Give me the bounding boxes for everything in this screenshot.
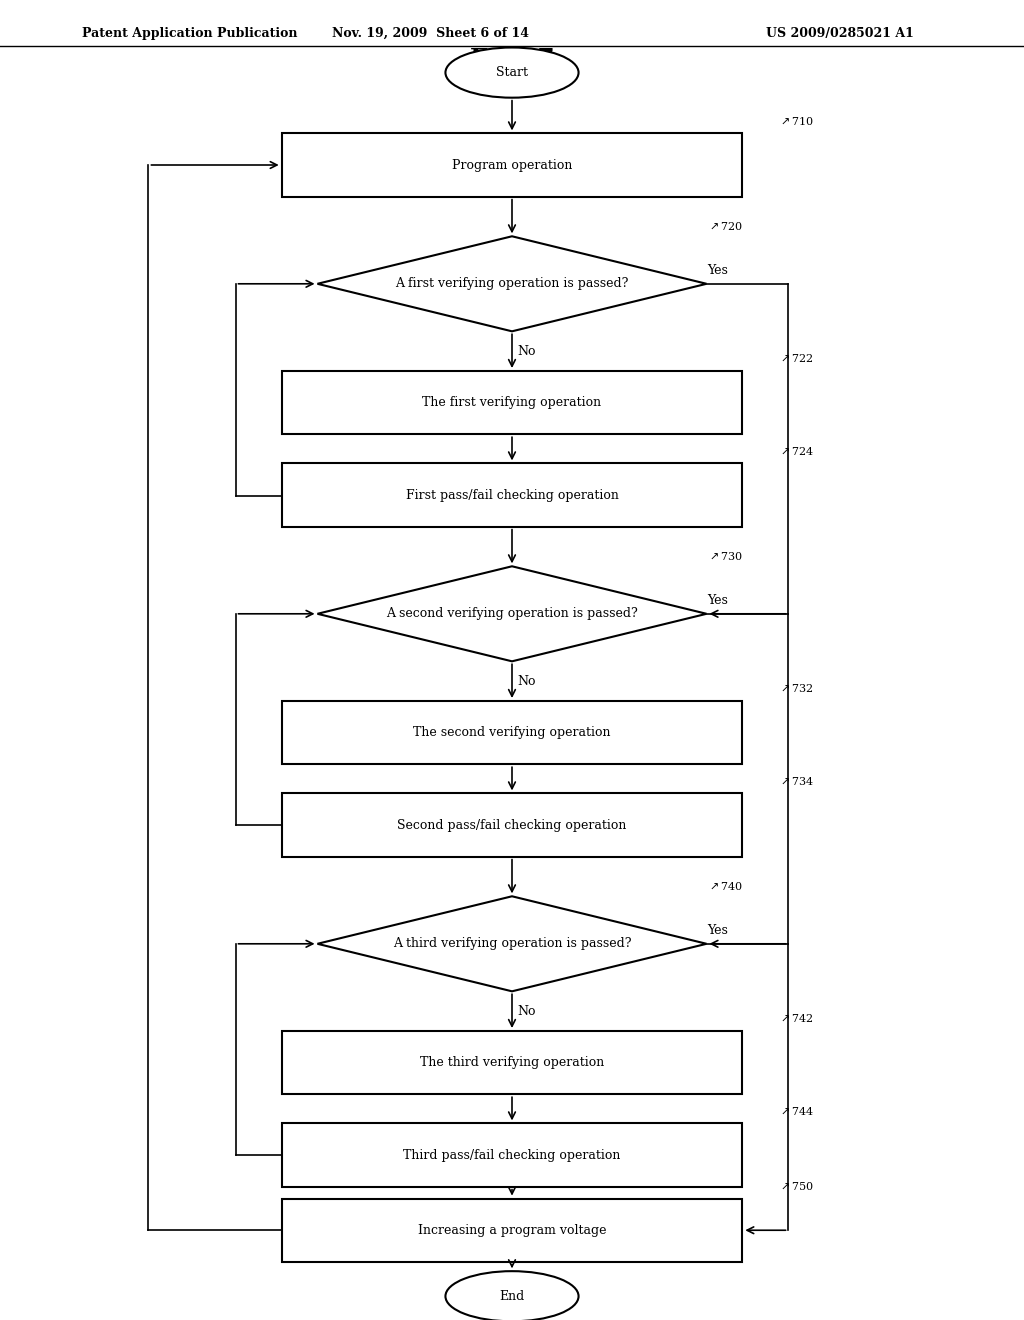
FancyBboxPatch shape — [282, 793, 742, 857]
Text: First pass/fail checking operation: First pass/fail checking operation — [406, 488, 618, 502]
Text: $\nearrow$750: $\nearrow$750 — [778, 1180, 814, 1192]
Text: $\nearrow$734: $\nearrow$734 — [778, 775, 815, 787]
Text: Yes: Yes — [708, 264, 728, 277]
Text: $\nearrow$724: $\nearrow$724 — [778, 445, 815, 457]
Text: No: No — [517, 675, 536, 688]
FancyBboxPatch shape — [282, 133, 742, 197]
FancyBboxPatch shape — [282, 1199, 742, 1262]
Ellipse shape — [445, 1271, 579, 1320]
FancyBboxPatch shape — [282, 1123, 742, 1187]
Ellipse shape — [445, 48, 579, 98]
Text: A second verifying operation is passed?: A second verifying operation is passed? — [386, 607, 638, 620]
Text: No: No — [517, 345, 536, 358]
FancyBboxPatch shape — [282, 701, 742, 764]
Text: Program operation: Program operation — [452, 158, 572, 172]
Text: Start: Start — [496, 66, 528, 79]
Polygon shape — [317, 236, 707, 331]
Polygon shape — [317, 896, 707, 991]
FancyBboxPatch shape — [282, 1031, 742, 1094]
Polygon shape — [317, 566, 707, 661]
Text: $\nearrow$740: $\nearrow$740 — [707, 880, 742, 892]
Text: Nov. 19, 2009  Sheet 6 of 14: Nov. 19, 2009 Sheet 6 of 14 — [332, 26, 528, 40]
Text: $\nearrow$732: $\nearrow$732 — [778, 682, 814, 694]
Text: Second pass/fail checking operation: Second pass/fail checking operation — [397, 818, 627, 832]
Text: No: No — [517, 1005, 536, 1018]
FancyBboxPatch shape — [282, 371, 742, 434]
Text: The second verifying operation: The second verifying operation — [414, 726, 610, 739]
FancyBboxPatch shape — [282, 463, 742, 527]
Text: $\nearrow$730: $\nearrow$730 — [707, 550, 742, 562]
Text: A third verifying operation is passed?: A third verifying operation is passed? — [393, 937, 631, 950]
Text: US 2009/0285021 A1: US 2009/0285021 A1 — [766, 26, 913, 40]
Text: FIG. 7: FIG. 7 — [470, 48, 554, 71]
Text: Yes: Yes — [708, 594, 728, 607]
Text: Third pass/fail checking operation: Third pass/fail checking operation — [403, 1148, 621, 1162]
Text: The first verifying operation: The first verifying operation — [423, 396, 601, 409]
Text: Patent Application Publication: Patent Application Publication — [82, 26, 297, 40]
Text: The third verifying operation: The third verifying operation — [420, 1056, 604, 1069]
Text: $\nearrow$744: $\nearrow$744 — [778, 1105, 815, 1117]
Text: A first verifying operation is passed?: A first verifying operation is passed? — [395, 277, 629, 290]
Text: Yes: Yes — [708, 924, 728, 937]
Text: $\nearrow$742: $\nearrow$742 — [778, 1012, 814, 1024]
Text: $\nearrow$722: $\nearrow$722 — [778, 352, 814, 364]
Text: End: End — [500, 1290, 524, 1303]
Text: $\nearrow$720: $\nearrow$720 — [707, 220, 742, 232]
Text: $\nearrow$710: $\nearrow$710 — [778, 115, 814, 127]
Text: Increasing a program voltage: Increasing a program voltage — [418, 1224, 606, 1237]
